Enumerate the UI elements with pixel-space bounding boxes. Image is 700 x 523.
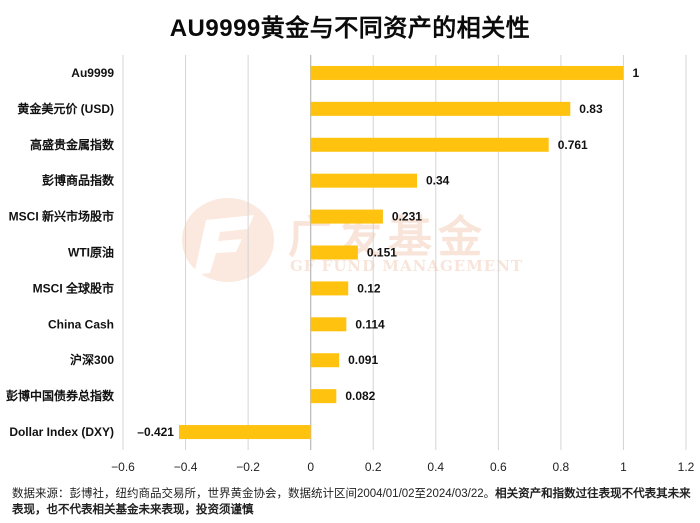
value-label: –0.421	[137, 425, 174, 439]
chart-title: AU9999黄金与不同资产的相关性	[169, 15, 531, 42]
value-label: 0.114	[355, 317, 385, 331]
bar	[310, 65, 624, 80]
bar	[310, 389, 337, 404]
category-label: MSCI 新兴市场股市	[9, 209, 114, 224]
x-tick-label: 0	[307, 460, 314, 474]
label-layer: −0.6 −0.4 −0.2 0 0.2 0.4 0.6 0.8 1 1.2 Au9999 1 黄金美元…	[6, 66, 695, 474]
category-label: WTI原油	[68, 245, 114, 260]
x-tick-label: −0.2	[236, 460, 260, 474]
bar	[178, 425, 311, 440]
value-label: 0.231	[392, 210, 422, 224]
x-tick-label: 0.8	[553, 460, 570, 474]
category-label: Dollar Index (DXY)	[9, 425, 114, 439]
footnote: 数据来源：彭博社，纽约商品交易所，世界黄金协会，数据统计区间2004/01/02…	[12, 486, 692, 518]
value-label: 0.091	[348, 353, 378, 367]
x-tick-label: −0.4	[174, 460, 198, 474]
bar-layer	[178, 65, 624, 440]
x-tick-label: 0.6	[490, 460, 507, 474]
footnote-disclaimer: 相关资产和指数过往表现不代表其未来表现，也不代表相关基金未来表现，投资须谨慎	[12, 488, 691, 516]
value-label: 0.761	[558, 138, 588, 152]
category-label: 彭博中国债券总指数	[6, 388, 115, 403]
bar	[310, 353, 340, 368]
bar	[310, 173, 418, 188]
value-label: 0.082	[345, 389, 375, 403]
category-label: MSCI 全球股市	[33, 280, 114, 295]
x-tick-label: −0.6	[111, 460, 135, 474]
bar	[310, 137, 549, 152]
category-label: 高盛贵金属指数	[30, 137, 115, 152]
category-label: 沪深300	[70, 352, 114, 367]
bar	[310, 317, 347, 332]
category-label: 彭博商品指数	[42, 173, 115, 188]
bar	[310, 209, 383, 224]
bar	[310, 281, 349, 296]
footnote-source: 数据来源：彭博社，纽约商品交易所，世界黄金协会，数据统计区间2004/01/02…	[12, 488, 496, 500]
x-tick-label: 1	[620, 460, 627, 474]
value-label: 1	[632, 66, 639, 80]
correlation-bar-chart: −0.6 −0.4 −0.2 0 0.2 0.4 0.6 0.8 1 1.2 Au9999 1 黄金美元…	[6, 55, 695, 474]
value-label: 0.34	[426, 174, 450, 188]
value-label: 0.151	[367, 246, 397, 260]
value-label: 0.12	[357, 281, 381, 295]
category-label: Au9999	[71, 66, 114, 80]
x-tick-label: 1.2	[678, 460, 695, 474]
bar	[310, 245, 358, 260]
category-label: China Cash	[48, 317, 114, 331]
value-label: 0.83	[579, 102, 603, 116]
bar	[310, 101, 571, 116]
x-tick-label: 0.4	[427, 460, 444, 474]
category-label: 黄金美元价 (USD)	[17, 101, 114, 116]
x-tick-label: 0.2	[365, 460, 382, 474]
